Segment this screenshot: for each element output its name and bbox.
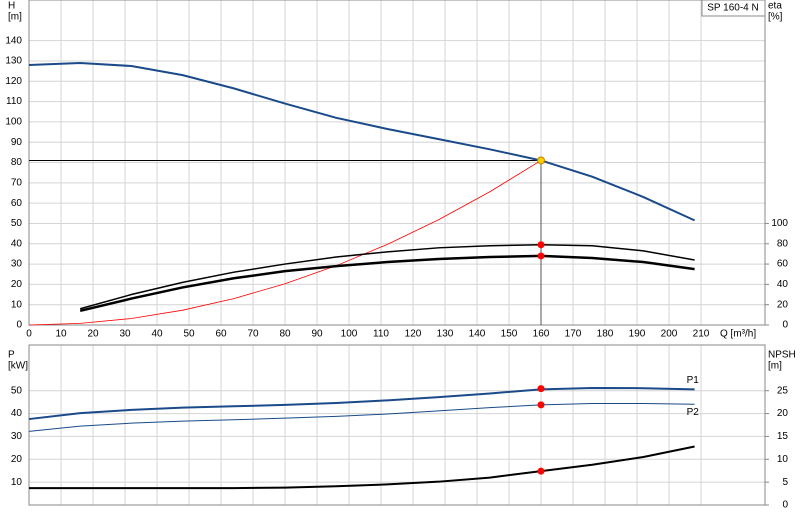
operating-point bbox=[537, 156, 545, 165]
y2-tick-label: 15 bbox=[777, 431, 789, 442]
curve-label: P1 bbox=[687, 375, 700, 386]
x-tick-label: 60 bbox=[215, 329, 227, 340]
x-tick-label: 170 bbox=[565, 329, 582, 340]
y-tick-label: 50 bbox=[11, 385, 23, 396]
y-axis-label: H bbox=[8, 1, 15, 12]
y-tick-label: 90 bbox=[11, 137, 23, 148]
y-tick-label: 40 bbox=[11, 408, 23, 419]
y2-axis-label: eta bbox=[768, 1, 782, 12]
curve bbox=[79, 254, 695, 312]
operating-point bbox=[537, 252, 545, 260]
operating-point bbox=[537, 385, 545, 393]
y-tick-label: 50 bbox=[11, 218, 23, 229]
y2-axis-unit: [m] bbox=[768, 361, 782, 372]
y-tick-label: 120 bbox=[5, 76, 22, 87]
y-tick-label: 140 bbox=[5, 35, 22, 46]
y-axis-label: P bbox=[8, 350, 15, 361]
x-tick-label: 190 bbox=[629, 329, 646, 340]
y2-axis-unit: [%] bbox=[768, 12, 783, 23]
x-tick-label: 30 bbox=[119, 329, 131, 340]
y-tick-label: 0 bbox=[16, 320, 22, 331]
x-tick-label: 140 bbox=[469, 329, 486, 340]
y-tick-label: 60 bbox=[11, 198, 23, 209]
x-tick-label: 40 bbox=[151, 329, 163, 340]
x-tick-label: 70 bbox=[247, 329, 259, 340]
x-tick-label: 0 bbox=[26, 329, 32, 340]
curve bbox=[28, 160, 542, 326]
x-tick-label: 150 bbox=[501, 329, 518, 340]
operating-point bbox=[537, 467, 545, 475]
x-tick-label: 80 bbox=[279, 329, 291, 340]
curve bbox=[28, 61, 696, 222]
curve bbox=[79, 244, 695, 310]
y-tick-label: 70 bbox=[11, 177, 23, 188]
y2-tick-label: 60 bbox=[777, 259, 789, 270]
y-tick-label: 80 bbox=[11, 157, 23, 168]
x-tick-label: 110 bbox=[373, 329, 389, 340]
y-axis-unit: [m] bbox=[8, 12, 22, 23]
curve bbox=[28, 403, 695, 432]
y-tick-label: 100 bbox=[5, 117, 22, 128]
y2-tick-label: 25 bbox=[777, 385, 789, 396]
y-tick-label: 30 bbox=[11, 259, 23, 270]
y2-tick-label: 100 bbox=[771, 218, 788, 229]
x-axis-label: Q [m³/h] bbox=[720, 329, 756, 340]
y-tick-label: 110 bbox=[6, 96, 22, 107]
y-tick-label: 10 bbox=[11, 299, 23, 310]
y2-axis-label: NPSH bbox=[768, 350, 796, 361]
curve bbox=[29, 445, 695, 490]
x-tick-label: 180 bbox=[597, 329, 614, 340]
y2-tick-label: 10 bbox=[777, 454, 789, 465]
y2-tick-label: 0 bbox=[782, 500, 788, 511]
curve-label: P2 bbox=[687, 407, 700, 418]
y-tick-label: 30 bbox=[11, 431, 23, 442]
y-tick-label: 20 bbox=[11, 454, 23, 465]
y2-tick-label: 0 bbox=[782, 320, 788, 331]
y2-tick-label: 80 bbox=[777, 238, 789, 249]
x-tick-label: 100 bbox=[341, 329, 358, 340]
y2-tick-label: 40 bbox=[777, 279, 789, 290]
x-tick-label: 50 bbox=[183, 329, 195, 340]
label-box bbox=[701, 0, 766, 17]
plot-frame bbox=[28, 344, 766, 506]
y2-tick-label: 5 bbox=[782, 477, 788, 488]
x-tick-label: 130 bbox=[437, 329, 454, 340]
operating-point bbox=[537, 401, 545, 409]
plot-frame bbox=[28, 0, 766, 326]
operating-point bbox=[537, 241, 545, 249]
y2-tick-label: 20 bbox=[777, 408, 789, 419]
pump-label: SP 160-4 N bbox=[707, 3, 759, 14]
x-tick-label: 10 bbox=[55, 329, 67, 340]
y-tick-label: 130 bbox=[5, 56, 22, 67]
x-tick-label: 210 bbox=[693, 329, 710, 340]
x-tick-label: 200 bbox=[661, 329, 678, 340]
x-tick-label: 90 bbox=[311, 329, 323, 340]
y-tick-label: 40 bbox=[11, 238, 23, 249]
x-tick-label: 160 bbox=[533, 329, 550, 340]
x-tick-label: 120 bbox=[405, 329, 422, 340]
y-tick-label: 20 bbox=[11, 279, 23, 290]
y-tick-label: 10 bbox=[11, 477, 23, 488]
curve bbox=[28, 386, 695, 421]
y2-tick-label: 20 bbox=[777, 299, 789, 310]
y-axis-unit: [kW] bbox=[8, 361, 28, 372]
x-tick-label: 20 bbox=[87, 329, 99, 340]
